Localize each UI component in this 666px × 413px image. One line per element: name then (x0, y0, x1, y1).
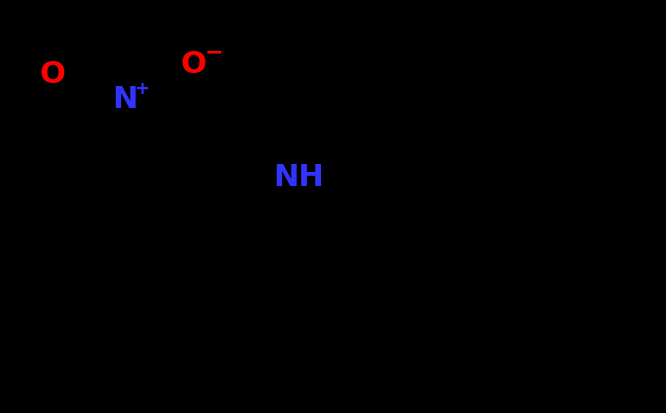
Text: O: O (39, 60, 65, 89)
Text: N: N (112, 85, 137, 114)
Text: NH: NH (273, 163, 324, 192)
Text: +: + (134, 80, 149, 98)
Text: −: − (205, 43, 224, 62)
Text: O: O (180, 50, 206, 78)
